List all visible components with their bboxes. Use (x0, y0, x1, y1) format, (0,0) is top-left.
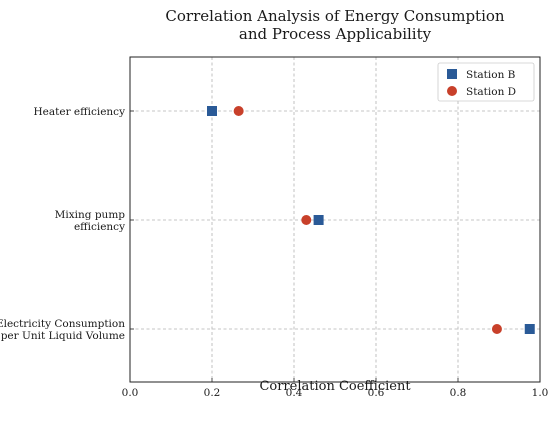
plot-area: 0.0 0.2 0.4 0.6 0.8 1.0 Heater efficiency Mixin… (0, 56, 549, 399)
y-category-label-2-0: Electricity Consumption (0, 318, 125, 330)
x-tick-label-5: 1.0 (532, 387, 549, 399)
chart-title-line-2: and Process Applicability (239, 25, 432, 43)
point-station-d-1 (301, 215, 312, 225)
plot-frame (129, 56, 541, 383)
point-station-b-2 (524, 324, 535, 334)
chart-title-line-1: Correlation Analysis of Energy Consumpti… (165, 7, 504, 25)
legend-box (437, 62, 535, 102)
y-category-label-0-0: Heater efficiency (34, 106, 126, 118)
legend-marker-station-b (447, 69, 457, 79)
point-station-d-0 (233, 106, 244, 116)
x-tick-label-2: 0.4 (286, 387, 303, 399)
x-axis-label: Correlation Coefficient (259, 379, 411, 394)
point-station-d-2 (491, 324, 502, 334)
y-category-label-2-1: per Unit Liquid Volume (1, 330, 125, 342)
legend-label-station-b: Station B (466, 69, 516, 81)
point-station-b-1 (313, 215, 324, 225)
x-tick-label-1: 0.2 (204, 387, 221, 399)
point-station-b-0 (207, 106, 217, 116)
x-tick-label-0: 0.0 (122, 387, 139, 399)
x-tick-label-4: 0.8 (450, 387, 467, 399)
legend-marker-station-d (447, 86, 457, 96)
x-tick-label-3: 0.6 (368, 387, 385, 399)
y-category-label-1-1: efficiency (74, 221, 125, 233)
y-category-label-1-0: Mixing pump (55, 209, 126, 221)
legend-label-station-d: Station D (466, 86, 516, 98)
